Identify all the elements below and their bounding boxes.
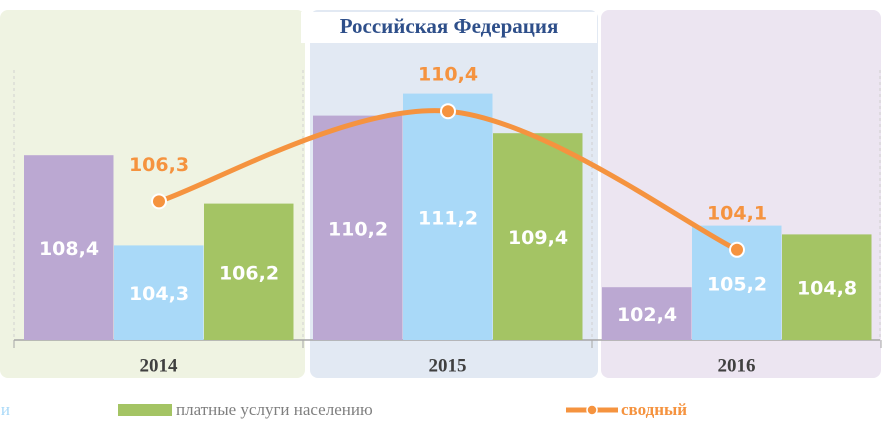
title-box bbox=[301, 12, 597, 43]
x-tick-label: 2015 bbox=[429, 355, 467, 376]
bar bbox=[313, 115, 403, 340]
legend-label: платные услуги населению bbox=[176, 400, 373, 419]
x-tick-label: 2016 bbox=[718, 355, 756, 376]
legend-label: и bbox=[1, 400, 10, 419]
legend-swatch bbox=[586, 404, 598, 416]
data-label: 104,3 bbox=[129, 283, 189, 305]
data-label: 108,4 bbox=[39, 238, 99, 260]
data-label: 106,2 bbox=[219, 262, 279, 284]
bar bbox=[114, 245, 204, 340]
data-label: 110,4 bbox=[418, 64, 478, 86]
data-label: 111,2 bbox=[418, 207, 478, 229]
data-label: 104,1 bbox=[707, 202, 767, 224]
bar bbox=[602, 287, 692, 340]
data-label: 104,8 bbox=[797, 278, 857, 300]
line-point bbox=[440, 103, 456, 120]
legend-swatch bbox=[118, 404, 172, 416]
data-label: 106,3 bbox=[129, 154, 189, 176]
bar bbox=[782, 234, 872, 340]
x-tick-label: 2014 bbox=[140, 355, 179, 376]
legend-label: сводный bbox=[621, 400, 687, 419]
line-point bbox=[151, 193, 167, 210]
data-label: 109,4 bbox=[508, 227, 568, 249]
chart-title: Российская Федерация bbox=[340, 14, 559, 38]
bar bbox=[24, 155, 114, 340]
data-label: 102,4 bbox=[617, 304, 677, 326]
data-label: 110,2 bbox=[328, 218, 388, 240]
data-label: 105,2 bbox=[707, 273, 767, 295]
bar bbox=[493, 133, 583, 340]
line-point bbox=[729, 241, 745, 258]
bar bbox=[204, 203, 294, 340]
bar bbox=[403, 93, 493, 340]
